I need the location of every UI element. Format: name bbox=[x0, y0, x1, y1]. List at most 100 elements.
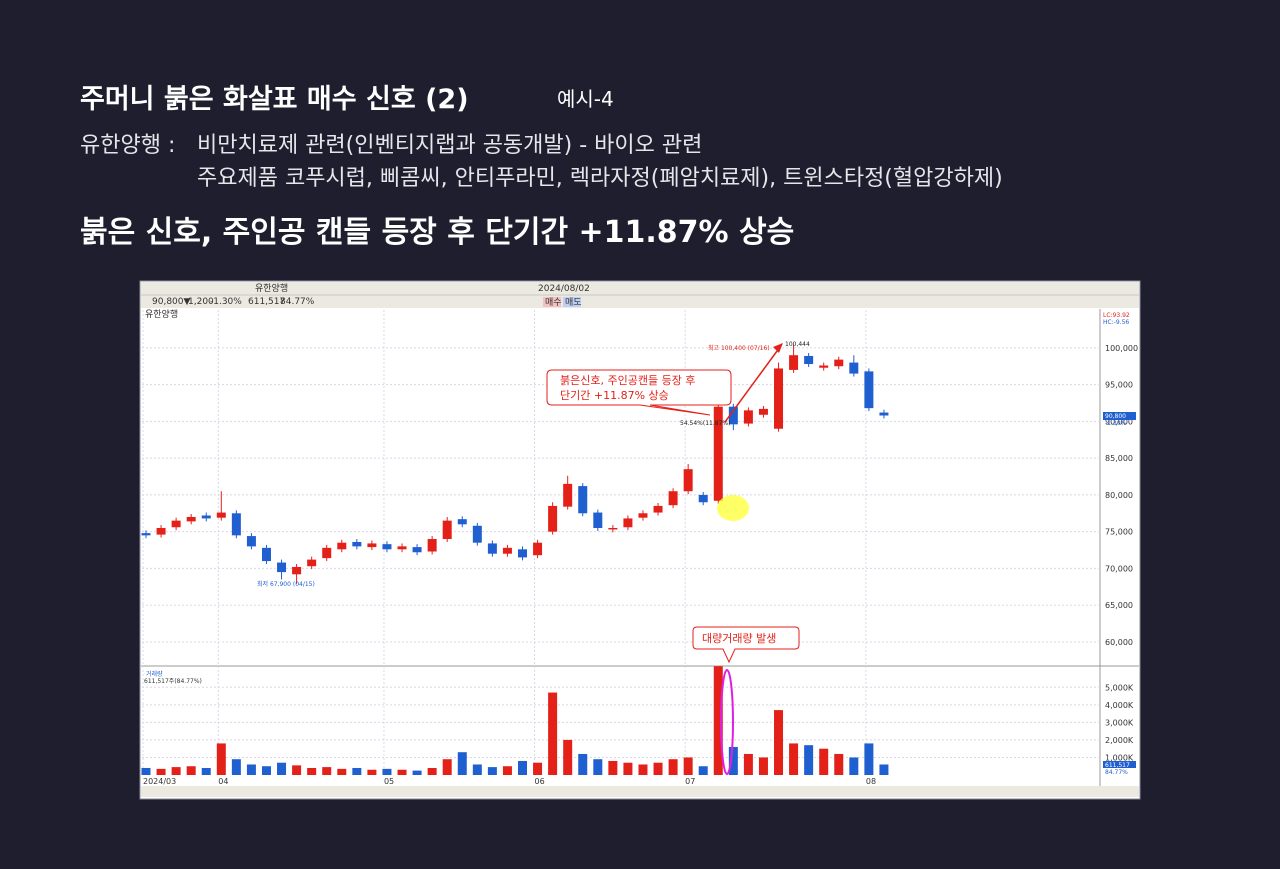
volume-bar bbox=[156, 768, 166, 775]
candle-body bbox=[683, 469, 693, 492]
candle-body bbox=[186, 516, 196, 522]
chart-window: 유한양행 2024/08/02 90,800▼ 1,200 -1.30% 611… bbox=[139, 280, 1141, 800]
volume-highlight bbox=[720, 669, 734, 775]
volume-bar bbox=[277, 762, 287, 775]
sell-label[interactable]: 매도 bbox=[565, 297, 582, 308]
volume-bar bbox=[502, 766, 512, 775]
candle-body bbox=[292, 566, 302, 575]
volume-bar bbox=[834, 753, 844, 775]
candle-body bbox=[578, 486, 588, 514]
candle-body bbox=[593, 512, 603, 528]
stock-name[interactable]: 유한양행 bbox=[255, 282, 288, 294]
change: 1,200 bbox=[188, 297, 214, 307]
volume-bar bbox=[533, 762, 543, 775]
volume-bar bbox=[623, 762, 633, 775]
candle-body bbox=[382, 544, 392, 550]
annotation: LC:93.92 bbox=[1103, 312, 1130, 319]
y-tick-label: 60,000 bbox=[1105, 638, 1133, 647]
volume-bar bbox=[337, 768, 347, 775]
volume-bar bbox=[141, 767, 151, 775]
volume-bar bbox=[548, 692, 558, 775]
candle-body bbox=[427, 539, 437, 552]
candle-body bbox=[743, 410, 753, 424]
y2-tick-label: 5,000K bbox=[1105, 683, 1134, 692]
candle-body bbox=[457, 519, 467, 525]
volume-bar bbox=[578, 753, 588, 775]
candle-body bbox=[518, 549, 527, 558]
candle-body bbox=[442, 520, 452, 540]
candle-body bbox=[849, 362, 859, 374]
candle-body bbox=[397, 546, 407, 550]
volume-bar bbox=[789, 743, 799, 775]
callout bbox=[692, 626, 800, 664]
price: 90,800▼ bbox=[152, 297, 190, 307]
volume-bar bbox=[427, 767, 437, 775]
candle-body bbox=[563, 483, 573, 507]
candle-body bbox=[774, 368, 784, 429]
scrollbar[interactable] bbox=[141, 786, 1139, 797]
volume-bar bbox=[352, 767, 362, 775]
volume-bar bbox=[864, 743, 874, 775]
volume-bar bbox=[367, 769, 377, 775]
volume-bar bbox=[186, 766, 196, 775]
plot: 60,000 65,000 70,000 75,000 80,000 85,000 90,0… bbox=[141, 310, 1138, 786]
annotation: 거래량 bbox=[146, 670, 163, 678]
annotation: 100,444 bbox=[785, 341, 810, 348]
callout-text: 대량거래량 발생 bbox=[702, 632, 776, 645]
y-tick-label: 70,000 bbox=[1105, 564, 1133, 573]
annotation: 611,517주(84.77%) bbox=[144, 678, 202, 685]
volume-bar bbox=[292, 765, 302, 775]
y-tick-label: 100,000 bbox=[1105, 344, 1138, 353]
company-label: 유한양행 : bbox=[80, 133, 175, 158]
title: 주머니 붉은 화살표 매수 신호 (2) bbox=[80, 84, 469, 115]
volume-bar bbox=[457, 752, 467, 775]
x-tick-label: 07 bbox=[685, 777, 695, 786]
volume-bar bbox=[698, 766, 708, 775]
candle-body bbox=[834, 359, 844, 367]
y-tick-label: 90,000 bbox=[1105, 417, 1133, 426]
candle-body bbox=[141, 533, 151, 536]
x-tick-label: 06 bbox=[535, 777, 545, 786]
volume-bar bbox=[653, 762, 663, 775]
candle-body bbox=[472, 525, 482, 543]
sell-button[interactable] bbox=[563, 297, 581, 307]
volume-bar bbox=[518, 760, 527, 775]
volume-bar bbox=[638, 764, 648, 775]
volume-bar bbox=[382, 768, 392, 775]
annotation: 611,517 bbox=[1105, 762, 1130, 769]
legend: 유한양행 bbox=[145, 308, 178, 320]
volume-bar bbox=[307, 767, 317, 775]
volume-bar bbox=[216, 743, 226, 775]
volume-bar bbox=[593, 759, 603, 775]
tag: 예시-4 bbox=[557, 87, 614, 111]
candle-body bbox=[412, 547, 422, 553]
candle-body bbox=[713, 406, 723, 501]
headline: 붉은 신호, 주인공 캔들 등장 후 단기간 +11.87% 상승 bbox=[80, 215, 794, 250]
callout-text: 붉은신호, 주인공캔들 등장 후 bbox=[560, 374, 695, 387]
x-tick-label: 04 bbox=[218, 777, 228, 786]
change-pct: -1.30% bbox=[210, 297, 242, 307]
candle-body bbox=[653, 505, 663, 513]
x-tick-label: 2024/03 bbox=[143, 777, 176, 786]
buy-label[interactable]: 매수 bbox=[545, 297, 562, 308]
y-tick-label: 80,000 bbox=[1105, 491, 1133, 500]
volume-bar bbox=[849, 757, 859, 775]
date-field[interactable]: 2024/08/02 bbox=[538, 284, 590, 294]
candle-body bbox=[322, 547, 332, 559]
candle-body bbox=[789, 355, 799, 370]
volume-bar bbox=[397, 769, 407, 775]
candle-body bbox=[171, 520, 181, 528]
candle-body bbox=[533, 542, 543, 556]
volume-bar bbox=[472, 764, 482, 775]
volume-bar bbox=[728, 746, 738, 775]
candle-body bbox=[261, 547, 271, 562]
callout-text: 단기간 +11.87% 상승 bbox=[560, 389, 669, 402]
volume-bar bbox=[713, 666, 723, 775]
candle-body bbox=[668, 491, 678, 506]
volume-bar bbox=[442, 759, 452, 775]
candle-body bbox=[246, 536, 256, 547]
candle-body bbox=[367, 543, 377, 548]
volume-bar bbox=[758, 757, 768, 775]
buy-button[interactable] bbox=[543, 297, 561, 307]
